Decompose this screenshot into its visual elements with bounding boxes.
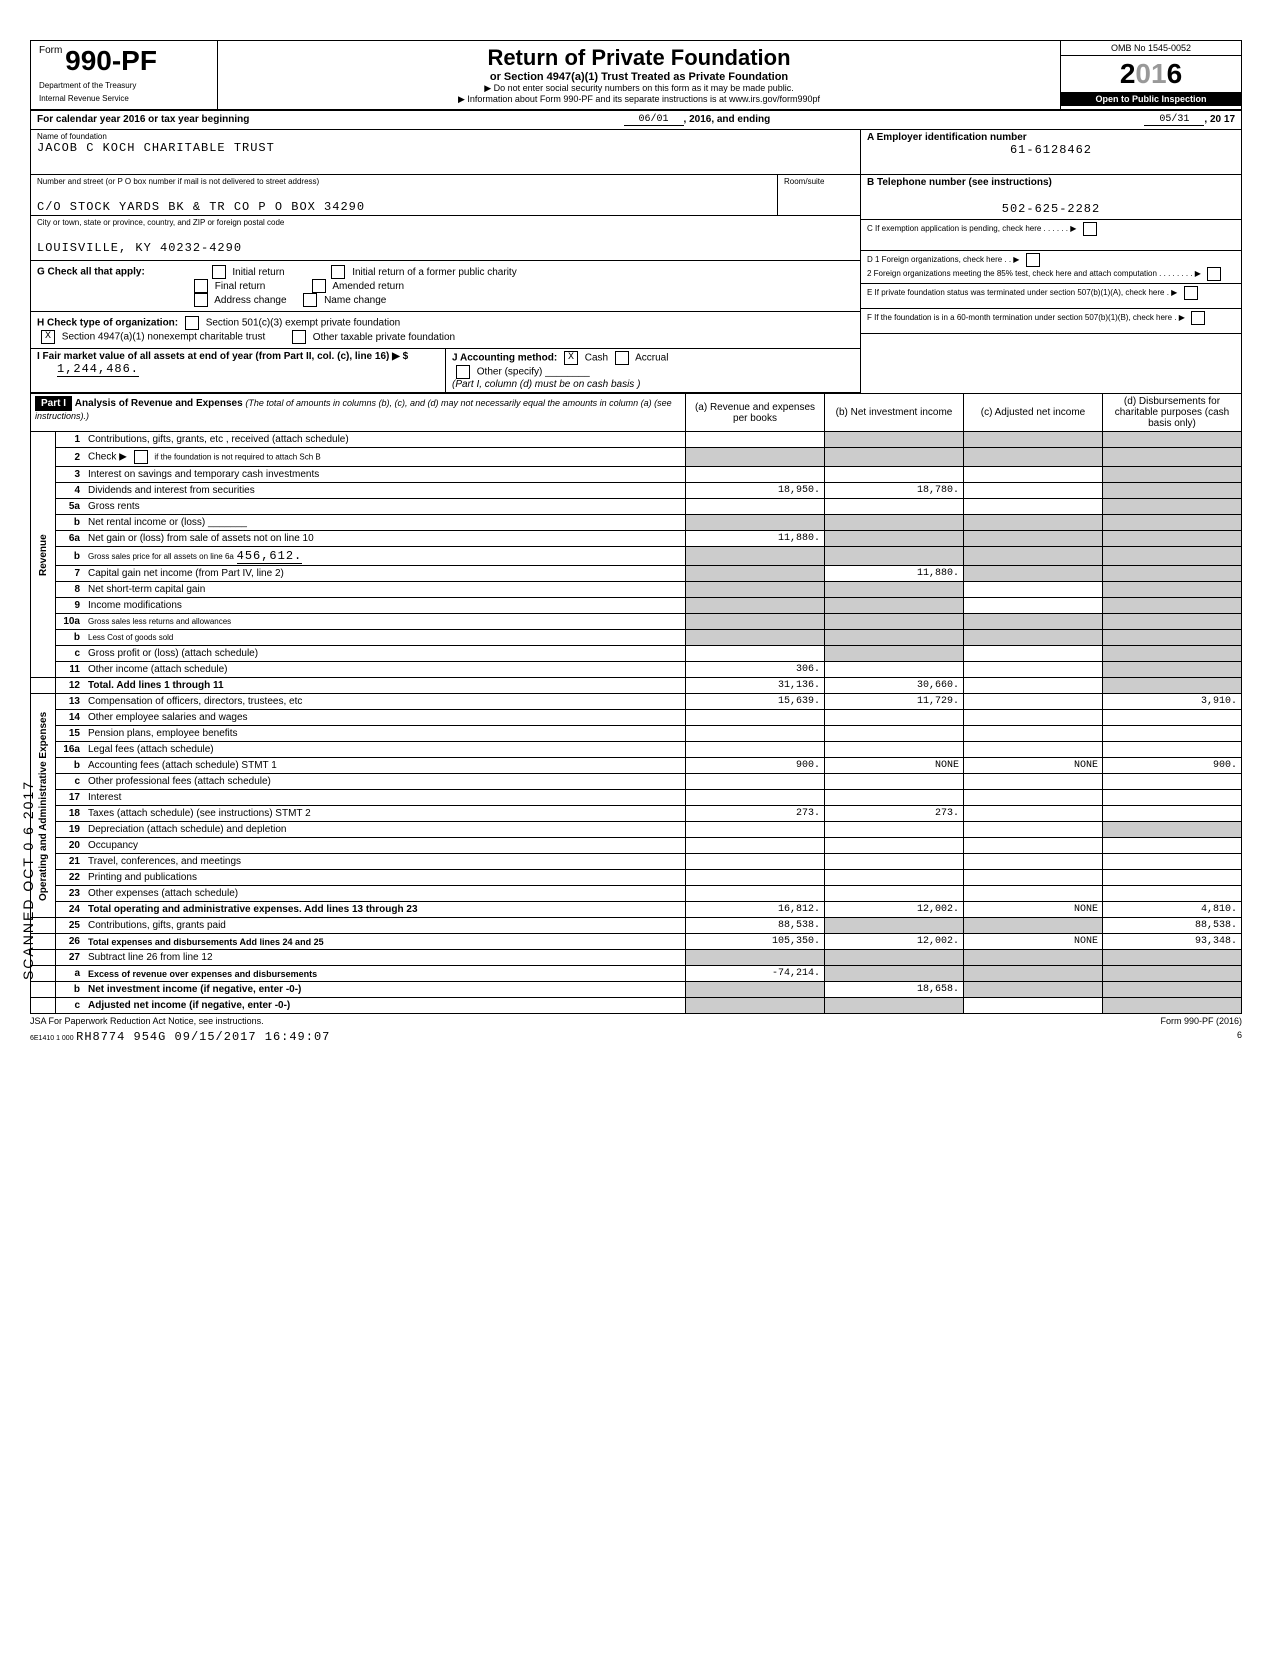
page-number: 6 <box>1237 1030 1242 1044</box>
city-state-zip: LOUISVILLE, KY 40232-4290 <box>37 241 854 255</box>
main-title: Return of Private Foundation <box>222 45 1056 71</box>
name-label: Name of foundation <box>37 132 854 141</box>
info-section: Name of foundation JACOB C KOCH CHARITAB… <box>30 130 1242 393</box>
d2-checkbox[interactable] <box>1207 267 1221 281</box>
begin-date: 06/01 <box>624 114 684 126</box>
d1-checkbox[interactable] <box>1026 253 1040 267</box>
j-label: J Accounting method: <box>452 353 557 364</box>
form-year-block: OMB No 1545-0052 2016 Open to Public Ins… <box>1060 41 1241 109</box>
tax-year: 2016 <box>1061 56 1241 92</box>
foundation-name: JACOB C KOCH CHARITABLE TRUST <box>37 141 854 155</box>
d2-label: 2 Foreign organizations meeting the 85% … <box>867 269 1157 278</box>
dept-treasury: Department of the Treasury <box>39 81 209 90</box>
final-return-checkbox[interactable] <box>194 279 208 293</box>
instruction-1: ▶ Do not enter social security numbers o… <box>222 83 1056 94</box>
c-label: C If exemption application is pending, c… <box>867 224 1041 233</box>
col-b-header: (b) Net investment income <box>825 394 964 432</box>
phone-label: B Telephone number (see instructions) <box>867 177 1235 188</box>
addr-label: Number and street (or P O box number if … <box>37 177 771 186</box>
fmv-value: 1,244,486. <box>57 362 139 377</box>
c-checkbox[interactable] <box>1083 222 1097 236</box>
omb-number: OMB No 1545-0052 <box>1061 41 1241 56</box>
scanned-stamp: SCANNED OCT 0 6 2017 <box>20 780 36 980</box>
other-method-checkbox[interactable] <box>456 365 470 379</box>
g-label: G Check all that apply: <box>37 267 145 278</box>
col-c-header: (c) Adjusted net income <box>964 394 1103 432</box>
other-taxable-checkbox[interactable] <box>292 330 306 344</box>
calendar-year-row: For calendar year 2016 or tax year begin… <box>30 111 1242 130</box>
col-a-header: (a) Revenue and expenses per books <box>686 394 825 432</box>
col-d-header: (d) Disbursements for charitable purpose… <box>1103 394 1242 432</box>
schb-checkbox[interactable] <box>134 450 148 464</box>
calyear-mid: , 2016, and ending <box>684 114 771 126</box>
form-title-block: Return of Private Foundation or Section … <box>218 41 1060 109</box>
4947a1-checkbox[interactable]: X <box>41 330 55 344</box>
j-note: (Part I, column (d) must be on cash basi… <box>452 379 640 390</box>
end-date: 05/31 <box>1144 114 1204 126</box>
dept-irs: Internal Revenue Service <box>39 94 209 103</box>
address-change-checkbox[interactable] <box>194 293 208 307</box>
501c3-checkbox[interactable] <box>185 316 199 330</box>
form-number: 990-PF <box>65 45 157 76</box>
cash-checkbox[interactable]: X <box>564 351 578 365</box>
h-label: H Check type of organization: <box>37 318 178 329</box>
name-change-checkbox[interactable] <box>303 293 317 307</box>
public-inspection: Open to Public Inspection <box>1061 92 1241 106</box>
ein-label: A Employer identification number <box>867 132 1235 143</box>
initial-return-checkbox[interactable] <box>212 265 226 279</box>
e-checkbox[interactable] <box>1184 286 1198 300</box>
form-ref: Form 990-PF (2016) <box>1160 1016 1242 1026</box>
form-id-block: Form 990-PF Department of the Treasury I… <box>31 41 218 109</box>
ein-value: 61-6128462 <box>867 143 1235 157</box>
phone-value: 502-625-2282 <box>867 202 1235 216</box>
former-charity-checkbox[interactable] <box>331 265 345 279</box>
batch-code: RH8774 954G 09/15/2017 16:49:07 <box>76 1030 330 1044</box>
paperwork-notice: JSA For Paperwork Reduction Act Notice, … <box>30 1016 264 1026</box>
f-label: F If the foundation is in a 60-month ter… <box>867 313 1172 322</box>
revenue-label: Revenue <box>31 432 56 678</box>
accrual-checkbox[interactable] <box>615 351 629 365</box>
calyear-prefix: For calendar year 2016 or tax year begin… <box>37 114 249 126</box>
part1-table: Part I Analysis of Revenue and Expenses … <box>30 393 1242 1014</box>
i-label: I Fair market value of all assets at end… <box>37 351 408 362</box>
d1-label: D 1 Foreign organizations, check here <box>867 255 1002 264</box>
city-label: City or town, state or province, country… <box>37 218 854 227</box>
amended-checkbox[interactable] <box>312 279 326 293</box>
instruction-2: ▶ Information about Form 990-PF and its … <box>222 94 1056 105</box>
subtitle: or Section 4947(a)(1) Trust Treated as P… <box>222 71 1056 83</box>
part1-title: Analysis of Revenue and Expenses <box>75 398 243 409</box>
e-label: E If private foundation status was termi… <box>867 288 1164 297</box>
calyear-endyear: , 20 17 <box>1204 114 1235 126</box>
part1-header: Part I <box>35 396 72 411</box>
form-header: Form 990-PF Department of the Treasury I… <box>30 40 1242 111</box>
form-prefix: Form <box>39 45 62 56</box>
street-address: C/O STOCK YARDS BK & TR CO P O BOX 34290 <box>37 200 771 214</box>
room-label: Room/suite <box>784 177 854 186</box>
footer: JSA For Paperwork Reduction Act Notice, … <box>30 1014 1242 1028</box>
f-checkbox[interactable] <box>1191 311 1205 325</box>
